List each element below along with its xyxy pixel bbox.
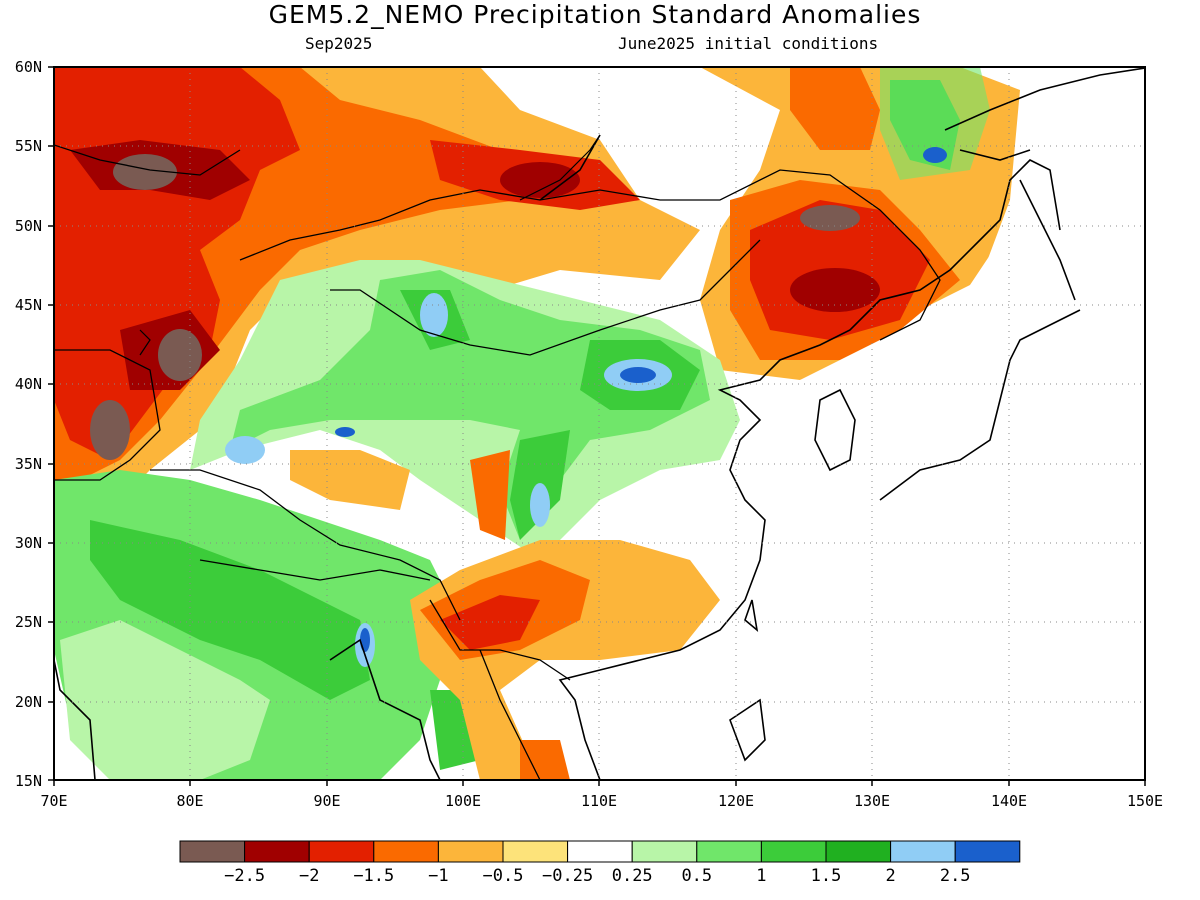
- colorbar-swatch: [373, 840, 439, 863]
- anomaly-field: [54, 67, 1145, 780]
- colorbar-swatch: [954, 840, 1021, 863]
- borders: [54, 144, 941, 780]
- region-wet-tibet-blue-2: [530, 483, 550, 527]
- colorbar-label: 2.5: [940, 866, 971, 886]
- tick-marks: [48, 66, 1146, 786]
- lon-label-140e: 140E: [991, 792, 1027, 810]
- colorbar-swatch: [502, 840, 569, 863]
- region-dry-south-china-2: [440, 595, 540, 650]
- colorbar-label: 1: [756, 866, 766, 886]
- region-dry-tibet: [290, 450, 410, 510]
- lon-label-130e: 130E: [854, 792, 890, 810]
- ocean: [740, 67, 1145, 780]
- lat-label-40n: 40N: [15, 375, 42, 393]
- forecast-month: Sep2025: [305, 34, 373, 53]
- lat-label-50n: 50N: [15, 217, 42, 235]
- colorbar-swatch: [437, 840, 504, 863]
- colorbar-label: 2: [885, 866, 895, 886]
- region-wet-south-asia-1: [60, 620, 270, 780]
- colorbar-label: 1.5: [811, 866, 842, 886]
- colorbar-swatch: [244, 840, 310, 863]
- colorbar-swatch: [308, 840, 375, 863]
- region-dry-northeast-core: [790, 268, 880, 312]
- initial-conditions: June2025 initial conditions: [618, 34, 879, 53]
- region-wet-lake-blue: [420, 293, 448, 337]
- lat-label-20n: 20N: [15, 693, 42, 711]
- region-dry-northeast-core-2: [800, 205, 860, 231]
- coastlines: [54, 67, 1145, 780]
- colorbar: −2.5 −2 −1.5 −1 −0.5 −0.25 0.25 0.5 1 1.5 2 2.5: [179, 840, 1021, 886]
- gridlines: [54, 67, 1145, 780]
- lat-labels: 60N 55N 50N 45N 40N 35N 30N 25N 20N 15N: [15, 58, 42, 790]
- region-wet-blue-dot: [335, 427, 355, 437]
- region-dry-baikal-core: [500, 162, 580, 198]
- colorbar-label: 0.25: [612, 866, 653, 886]
- colorbar-swatch: [631, 840, 698, 863]
- colorbar-label: −2.5: [224, 866, 265, 886]
- region-wet-south-asia-2: [90, 520, 370, 700]
- region-wet-far-east-blue: [923, 147, 947, 163]
- lakes: [139, 134, 601, 356]
- lat-label-30n: 30N: [15, 534, 42, 552]
- colorbar-label: −0.5: [483, 866, 524, 886]
- colorbar-swatch: [760, 840, 827, 863]
- lat-label-45n: 45N: [15, 296, 42, 314]
- region-wet-central-1: [230, 270, 710, 540]
- region-dry-west-core-2: [158, 329, 202, 381]
- region-wet-central-deep: [620, 367, 656, 383]
- lon-label-110e: 110E: [581, 792, 617, 810]
- colorbar-label: −0.25: [542, 866, 593, 886]
- lon-labels: 70E 80E 90E 100E 110E 120E 130E 140E 150…: [40, 792, 1163, 810]
- region-wet-bengal-deep: [360, 628, 370, 652]
- region-wet-far-east-2: [880, 67, 990, 180]
- colorbar-swatch: [825, 840, 892, 863]
- lon-label-100e: 100E: [445, 792, 481, 810]
- map-title: GEM5.2_NEMO Precipitation Standard Anoma…: [268, 0, 922, 29]
- colorbar-label: −1.5: [353, 866, 394, 886]
- region-dry-west-core-3: [90, 400, 130, 460]
- region-dry-indochina: [520, 740, 570, 780]
- region-wet-tibet-blue: [225, 436, 265, 464]
- lat-label-55n: 55N: [15, 137, 42, 155]
- lat-label-35n: 35N: [15, 455, 42, 473]
- lon-label-150e: 150E: [1127, 792, 1163, 810]
- lat-label-15n: 15N: [15, 772, 42, 790]
- region-dry-west-core: [113, 154, 177, 190]
- colorbar-label: −1: [428, 866, 448, 886]
- lon-label-70e: 70E: [40, 792, 67, 810]
- lat-label-60n: 60N: [15, 58, 42, 76]
- colorbar-label: 0.5: [681, 866, 712, 886]
- colorbar-swatch: [696, 840, 762, 863]
- colorbar-swatch: [179, 840, 246, 863]
- colorbar-swatch: [890, 840, 956, 863]
- lon-label-90e: 90E: [313, 792, 340, 810]
- lat-label-25n: 25N: [15, 613, 42, 631]
- lon-label-120e: 120E: [718, 792, 754, 810]
- region-dry-northeast-n: [790, 67, 880, 150]
- colorbar-label: −2: [299, 866, 319, 886]
- region-dry-tibet-2: [470, 450, 510, 540]
- lon-label-80e: 80E: [176, 792, 203, 810]
- colorbar-swatch: [567, 840, 633, 863]
